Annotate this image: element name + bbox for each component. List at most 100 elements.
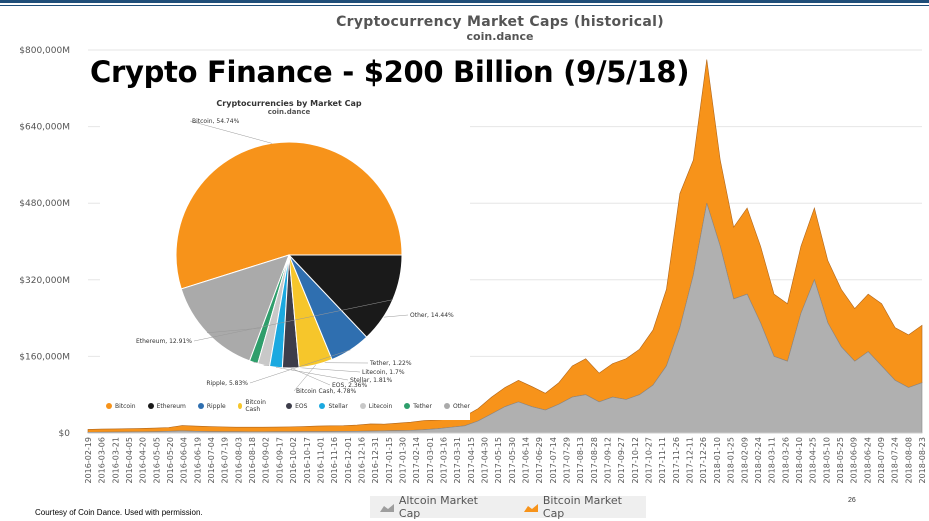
pie-leader-line bbox=[249, 349, 351, 384]
pie-legend-item[interactable]: Ripple bbox=[197, 399, 226, 413]
x-tick-label: 2017-09-12 bbox=[604, 437, 613, 484]
x-tick-label: 2017-12-11 bbox=[686, 437, 695, 484]
x-tick-label: 2016-04-20 bbox=[139, 437, 148, 484]
x-tick-label: 2018-03-11 bbox=[768, 437, 777, 484]
legend-label: Tether bbox=[413, 402, 432, 410]
pie-legend-item[interactable]: Bitcoin Cash bbox=[237, 399, 274, 413]
x-tick-label: 2017-06-14 bbox=[522, 437, 531, 484]
x-tick-label: 2016-05-20 bbox=[166, 437, 175, 484]
legend-marker bbox=[147, 403, 154, 409]
pie-data-label: Other, 14.44% bbox=[410, 312, 454, 319]
x-tick-label: 2018-07-09 bbox=[877, 437, 886, 484]
x-tick-label: 2018-08-08 bbox=[904, 437, 913, 484]
pie-legend-item[interactable]: Tether bbox=[404, 399, 432, 413]
slide-top-border-thin bbox=[0, 5, 929, 6]
x-tick-label: 2016-08-18 bbox=[248, 437, 257, 484]
x-tick-label: 2017-05-15 bbox=[494, 437, 503, 484]
x-tick-label: 2016-07-19 bbox=[221, 437, 230, 484]
x-tick-label: 2016-09-02 bbox=[262, 437, 271, 484]
y-tick-label: $480,000M bbox=[19, 199, 70, 209]
y-tick-label: $800,000M bbox=[19, 46, 70, 56]
pie-legend-item[interactable]: Litecoin bbox=[359, 399, 393, 413]
x-tick-label: 2016-10-02 bbox=[289, 437, 298, 484]
x-tick-label: 2016-05-05 bbox=[152, 437, 161, 484]
x-tick-label: 2017-07-14 bbox=[549, 437, 558, 484]
x-tick-label: 2016-11-01 bbox=[316, 437, 325, 484]
x-tick-label: 2017-09-27 bbox=[617, 437, 626, 484]
pie-legend-item[interactable]: EOS bbox=[286, 399, 307, 413]
slide-top-border bbox=[0, 0, 929, 3]
area-chart-subtitle: coin.dance bbox=[466, 30, 534, 43]
x-tick-label: 2016-02-19 bbox=[84, 437, 93, 484]
x-tick-label: 2017-08-28 bbox=[590, 437, 599, 484]
x-tick-label: 2016-10-17 bbox=[303, 437, 312, 484]
x-tick-label: 2016-03-21 bbox=[111, 437, 120, 484]
pie-leader-line bbox=[193, 299, 393, 342]
legend-label: Other bbox=[452, 402, 470, 410]
x-tick-label: 2017-05-30 bbox=[508, 437, 517, 484]
legend-marker bbox=[404, 403, 411, 409]
legend-marker bbox=[359, 403, 366, 409]
pie-chart-subtitle: coin.dance bbox=[267, 108, 311, 116]
x-tick-label: 2017-11-11 bbox=[658, 437, 667, 484]
x-tick-label: 2016-12-31 bbox=[371, 437, 380, 484]
series-altcoin-area bbox=[87, 203, 923, 434]
legend-label: EOS bbox=[295, 402, 308, 410]
legend-label: Ripple bbox=[206, 402, 226, 410]
x-tick-label: 2016-03-06 bbox=[98, 437, 107, 484]
legend-label: Ethereum bbox=[156, 402, 186, 410]
pie-data-label: Ethereum, 12.91% bbox=[136, 338, 192, 345]
legend-altcoin[interactable]: Altcoin Market Cap bbox=[380, 494, 502, 520]
legend-label: Bitcoin Cash bbox=[245, 399, 266, 413]
y-tick-label: $320,000M bbox=[19, 276, 70, 286]
pie-leader-line bbox=[290, 367, 331, 386]
x-tick-label: 2017-01-15 bbox=[385, 437, 394, 484]
legend-marker bbox=[286, 403, 293, 409]
pie-legend-item[interactable]: Bitcoin bbox=[106, 399, 136, 413]
pie-legend-item[interactable]: Other bbox=[443, 399, 470, 413]
legend-bitcoin[interactable]: Bitcoin Market Cap bbox=[524, 494, 646, 520]
pie-data-label: Bitcoin Cash, 4.78% bbox=[296, 388, 356, 395]
legend-marker bbox=[106, 403, 112, 409]
x-tick-label: 2018-01-25 bbox=[727, 437, 736, 484]
legend-label: Litecoin bbox=[368, 402, 393, 410]
legend-label: Bitcoin bbox=[115, 402, 136, 410]
x-tick-label: 2018-05-10 bbox=[822, 437, 831, 484]
x-tick-label: 2018-01-10 bbox=[713, 437, 722, 484]
pie-leader-line bbox=[293, 364, 317, 392]
x-tick-label: 2016-04-05 bbox=[125, 437, 134, 484]
x-tick-label: 2018-06-09 bbox=[850, 437, 859, 484]
x-tick-label: 2016-12-01 bbox=[344, 437, 353, 484]
legend-bitcoin-label: Bitcoin Market Cap bbox=[542, 494, 622, 520]
pie-legend: Bitcoin Ethereum Ripple Bitcoin Cash EOS Stel… bbox=[106, 399, 470, 413]
x-tick-label: 2017-06-29 bbox=[535, 437, 544, 484]
area-legend: Altcoin Market Cap Bitcoin Market Cap bbox=[370, 494, 646, 520]
x-tick-label: 2017-07-29 bbox=[563, 437, 572, 484]
pie-data-label: EOS, 2.36% bbox=[332, 382, 367, 389]
x-tick-label: 2017-03-31 bbox=[453, 437, 462, 484]
x-tick-label: 2017-08-13 bbox=[576, 437, 585, 484]
x-tick-label: 2018-02-24 bbox=[754, 437, 763, 484]
area-series-icon bbox=[380, 504, 394, 512]
pie-legend-item[interactable]: Stellar bbox=[319, 399, 348, 413]
x-tick-label: 2016-11-16 bbox=[330, 437, 339, 484]
x-tick-label: 2017-04-30 bbox=[480, 437, 489, 484]
pie-leader-line bbox=[275, 366, 349, 381]
x-tick-label: 2018-05-25 bbox=[836, 437, 845, 484]
credit-text: Courtesy of Coin Dance. Used with permis… bbox=[35, 508, 203, 517]
pie-legend-item[interactable]: Ethereum bbox=[147, 399, 186, 413]
y-tick-label: $160,000M bbox=[19, 352, 70, 362]
area-chart-title: Cryptocurrency Market Caps (historical) bbox=[336, 14, 664, 30]
pie-leader-line bbox=[189, 120, 272, 144]
slide-title: Crypto Finance - $200 Billion (9/5/18) bbox=[90, 55, 690, 89]
x-tick-label: 2018-02-09 bbox=[740, 437, 749, 484]
slide-number: 26 bbox=[848, 497, 856, 504]
x-tick-label: 2016-09-17 bbox=[275, 437, 284, 484]
legend-altcoin-label: Altcoin Market Cap bbox=[398, 494, 478, 520]
y-tick-label: $0 bbox=[59, 429, 71, 439]
x-tick-label: 2016-06-19 bbox=[193, 437, 202, 484]
x-tick-label: 2017-10-12 bbox=[631, 437, 640, 484]
x-tick-label: 2017-12-26 bbox=[699, 437, 708, 484]
pie-data-label: Tether, 1.22% bbox=[369, 360, 412, 367]
